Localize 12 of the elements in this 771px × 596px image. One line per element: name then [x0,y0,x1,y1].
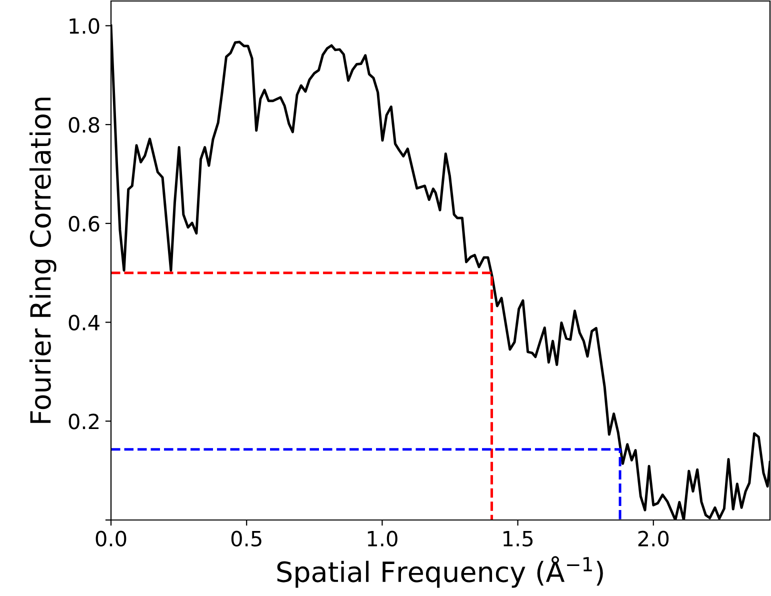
x-tick-label: 0.0 [96,530,126,547]
y-tick-label: 0.4 [68,314,100,330]
x-tick-label: 2.0 [638,530,669,547]
x-tick-label: 1.5 [504,531,533,547]
y-axis-title: Fourier Ring Correlation [29,98,56,423]
y-tick-label: 0.8 [68,117,100,133]
y-tick-label: 1.0 [70,18,100,34]
y-tick-label: 0.2 [68,414,98,430]
y-tick-label: 0.6 [68,216,100,232]
x-axis-title: Spatial Frequency (Å$^{−1}$) [277,556,603,588]
x-tick-label: 0.5 [231,530,262,547]
x-tick-label: 1.0 [368,530,398,547]
